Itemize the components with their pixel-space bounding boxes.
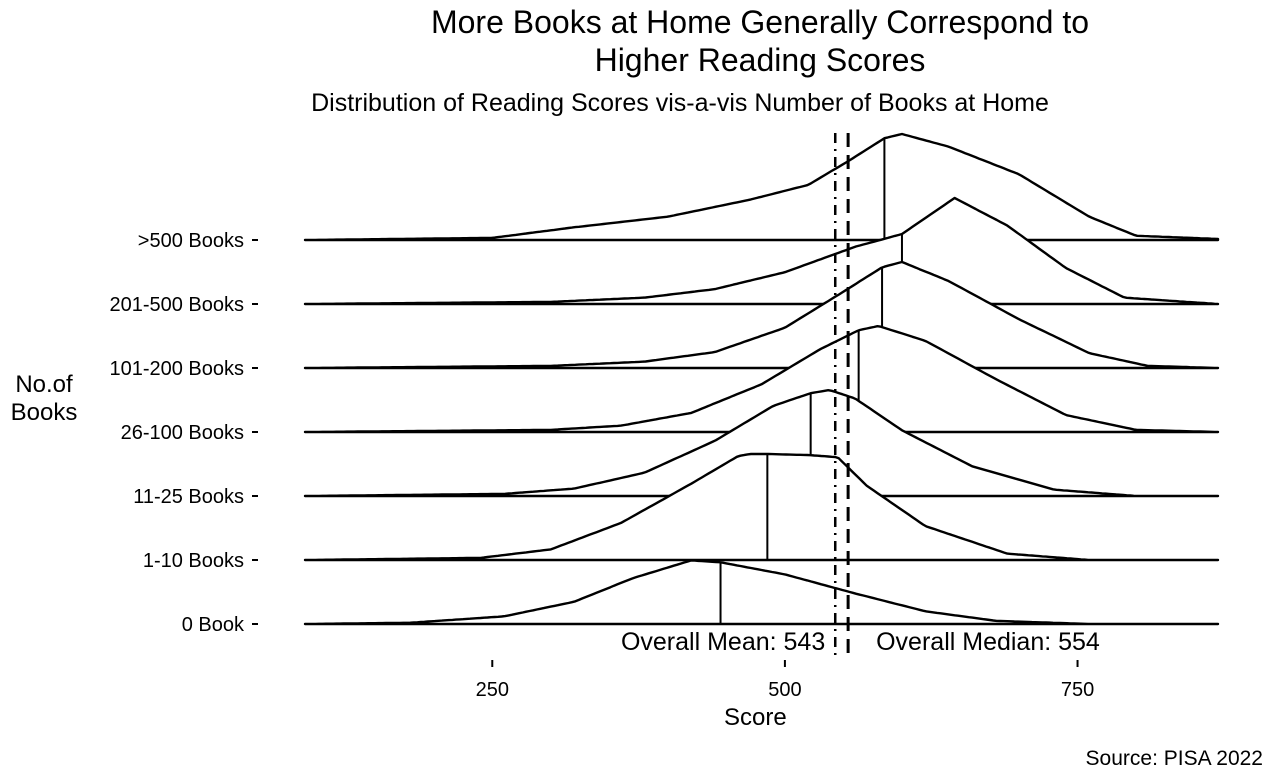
y-tick-label: 101-200 Books: [109, 358, 244, 380]
chart-title-line1: More Books at Home Generally Correspond …: [430, 4, 1090, 40]
y-tick-label: 26-100 Books: [121, 422, 244, 444]
ridge-0: [303, 132, 1220, 242]
ridge-6: [303, 559, 1220, 626]
y-tick-label: 0 Book: [182, 614, 245, 636]
y-tick-label: >500 Books: [138, 230, 244, 252]
y-tick-label: 201-500 Books: [109, 294, 244, 316]
x-tick-label: 500: [768, 679, 801, 701]
ridge-3: [303, 325, 1220, 434]
y-axis-label: No.of Books: [2, 371, 86, 427]
y-tick-label: 1-10 Books: [143, 550, 244, 572]
ridge-4: [303, 389, 1220, 498]
x-tick-label: 750: [1061, 679, 1094, 701]
x-tick-label: 250: [476, 679, 509, 701]
y-tick-label: 11-25 Books: [133, 486, 244, 508]
ridge-5: [303, 452, 1220, 562]
ridge-2: [303, 260, 1220, 370]
chart-title-line2: Higher Reading Scores: [594, 42, 926, 78]
ridge-1: [303, 196, 1220, 306]
chart-subtitle: Distribution of Reading Scores vis-a-vis…: [311, 89, 1049, 117]
y-axis-label-line1: No.of: [15, 371, 73, 398]
overall-mean-annotation: Overall Mean: 543: [621, 628, 825, 656]
x-axis-label: Score: [724, 704, 787, 731]
source-note: Source: PISA 2022: [1085, 747, 1263, 770]
y-axis-label-line2: Books: [10, 399, 78, 426]
overall-median-annotation: Overall Median: 554: [876, 628, 1100, 656]
